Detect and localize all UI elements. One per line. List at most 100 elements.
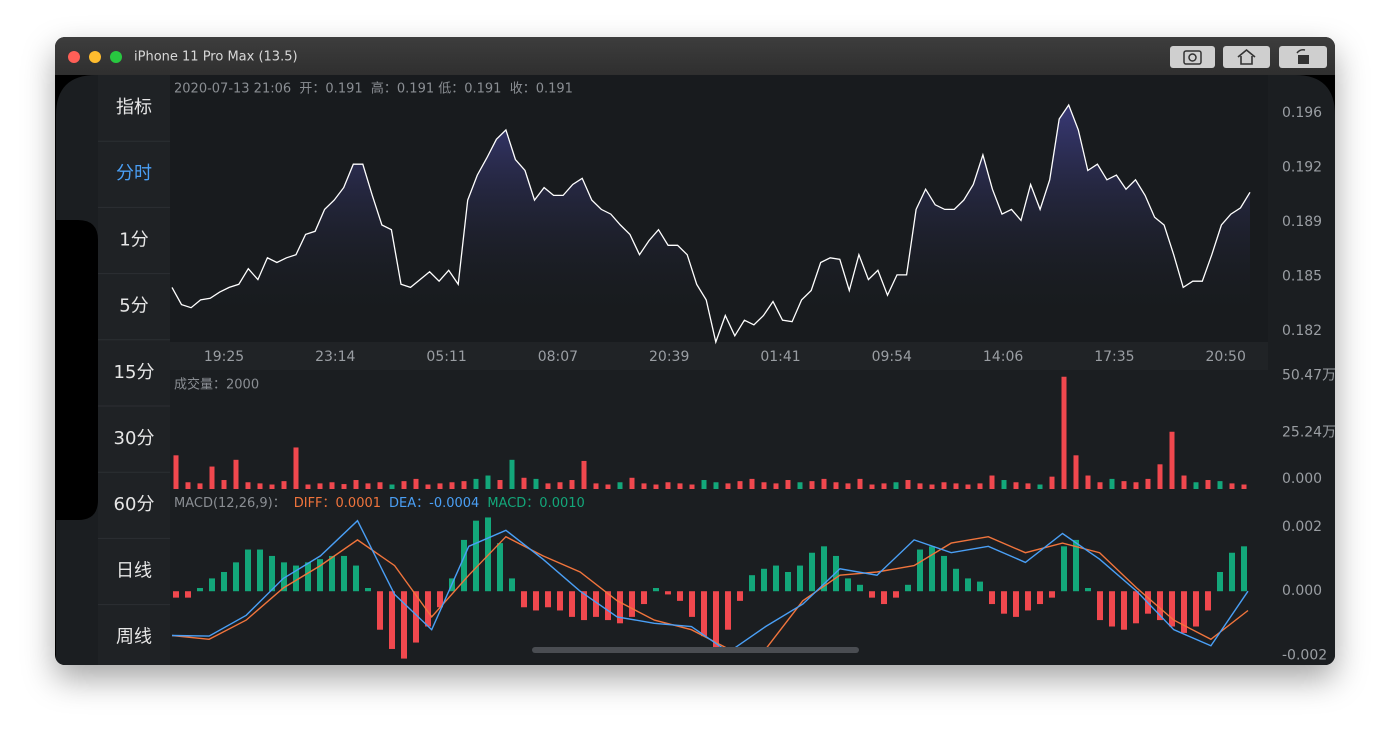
macd-bar: [1169, 591, 1175, 627]
macd-bar: [413, 591, 419, 643]
volume-bar: [569, 480, 575, 489]
time-label: 14:06: [983, 349, 1023, 365]
volume-bar: [761, 482, 767, 489]
macd-bar: [845, 578, 851, 592]
time-label: 20:39: [649, 349, 689, 365]
volume-title: 成交量：2000: [174, 377, 259, 393]
macd-bar: [1097, 591, 1103, 621]
sidebar-item[interactable]: 日线: [116, 560, 152, 581]
screenshot-button[interactable]: [1170, 46, 1215, 68]
volume-bar: [713, 482, 719, 489]
title-bar: [55, 37, 1335, 75]
zoom-button[interactable]: [110, 51, 122, 63]
macd-bar: [1217, 571, 1223, 592]
macd-bar: [1109, 591, 1115, 627]
macd-bar: [965, 578, 971, 592]
volume-bar: [389, 484, 395, 489]
macd-bar: [221, 571, 227, 592]
macd-bar: [749, 575, 755, 592]
macd-bar: [533, 591, 539, 611]
volume-bar: [461, 481, 467, 489]
volume-bar: [485, 475, 491, 489]
volume-bar: [941, 482, 947, 489]
minimize-button[interactable]: [89, 51, 101, 63]
volume-bar: [677, 483, 683, 489]
volume-bar: [977, 483, 983, 489]
volume-bar: [821, 478, 827, 489]
volume-bar: [557, 482, 563, 489]
macd-bar: [689, 591, 695, 617]
volume-bar: [1001, 480, 1007, 489]
volume-bar: [1229, 483, 1235, 489]
price-line: [171, 103, 1251, 345]
macd-bar: [785, 571, 791, 592]
macd-bar: [341, 555, 347, 592]
sidebar-item[interactable]: 15分: [114, 362, 155, 383]
sidebar-item[interactable]: 分时: [116, 163, 152, 184]
sidebar-item[interactable]: 60分: [114, 494, 155, 515]
macd-bar: [1001, 591, 1007, 614]
macd-bar: [1025, 591, 1031, 611]
macd-bar: [293, 565, 299, 592]
volume-bar: [965, 484, 971, 489]
volume-bar: [725, 483, 731, 489]
volume-bar: [581, 460, 587, 489]
volume-bar: [641, 483, 647, 489]
volume-bar: [929, 484, 935, 489]
volume-bar: [341, 484, 347, 489]
macd-bar: [677, 591, 683, 601]
sidebar-item[interactable]: 指标: [116, 97, 152, 118]
macd-bar: [1241, 546, 1247, 592]
volume-bar: [473, 478, 479, 489]
macd-bar: [989, 591, 995, 605]
sidebar-item[interactable]: 5分: [119, 296, 148, 317]
volume-bar: [497, 480, 503, 489]
diff-label: DIFF：0.0001: [294, 496, 381, 511]
volume-bar: [1109, 478, 1115, 489]
macd-label: MACD：0.0010: [487, 496, 584, 511]
macd-bar: [857, 584, 863, 592]
macd-bar: [569, 591, 575, 617]
volume-bar: [197, 483, 203, 489]
y-tick-label: 0.189: [1282, 214, 1322, 230]
rotate-button[interactable]: [1279, 46, 1327, 68]
volume-bar: [1241, 484, 1247, 489]
volume-bar: [533, 478, 539, 489]
macd-bar: [509, 578, 515, 592]
macd-bar: [317, 559, 323, 592]
macd-bar: [617, 591, 623, 624]
macd-bar: [713, 591, 719, 649]
volume-bar: [353, 480, 359, 489]
macd-bar: [1073, 539, 1079, 592]
macd-bar: [461, 539, 467, 592]
window-title: iPhone 11 Pro Max (13.5): [134, 50, 298, 65]
macd-bar: [305, 562, 311, 592]
macd-bar: [269, 555, 275, 592]
macd-bar: [377, 591, 383, 630]
macd-bar: [329, 555, 335, 592]
volume-bar: [953, 483, 959, 489]
macd-bar: [209, 578, 215, 592]
sidebar-item[interactable]: 周线: [116, 627, 152, 648]
macd-bar: [425, 591, 431, 627]
macd-bar: [353, 565, 359, 592]
volume-bar: [905, 480, 911, 489]
volume-bar: [749, 478, 755, 489]
macd-bar: [593, 591, 599, 617]
home-button[interactable]: [1223, 46, 1270, 68]
macd-bar: [245, 549, 251, 592]
volume-bar: [377, 482, 383, 489]
close-button[interactable]: [68, 51, 80, 63]
sidebar-item[interactable]: 1分: [119, 229, 148, 250]
volume-bar: [245, 482, 251, 489]
macd-bar: [809, 552, 815, 592]
sidebar-item[interactable]: 30分: [114, 428, 155, 449]
macd-params: MACD(12,26,9)：: [174, 496, 286, 511]
volume-bar: [593, 483, 599, 489]
volume-bar: [173, 455, 179, 489]
y-tick-label: 0.185: [1282, 269, 1322, 285]
volume-bar: [881, 483, 887, 489]
y-tick-label: 0.196: [1282, 105, 1322, 121]
volume-bar: [269, 484, 275, 489]
